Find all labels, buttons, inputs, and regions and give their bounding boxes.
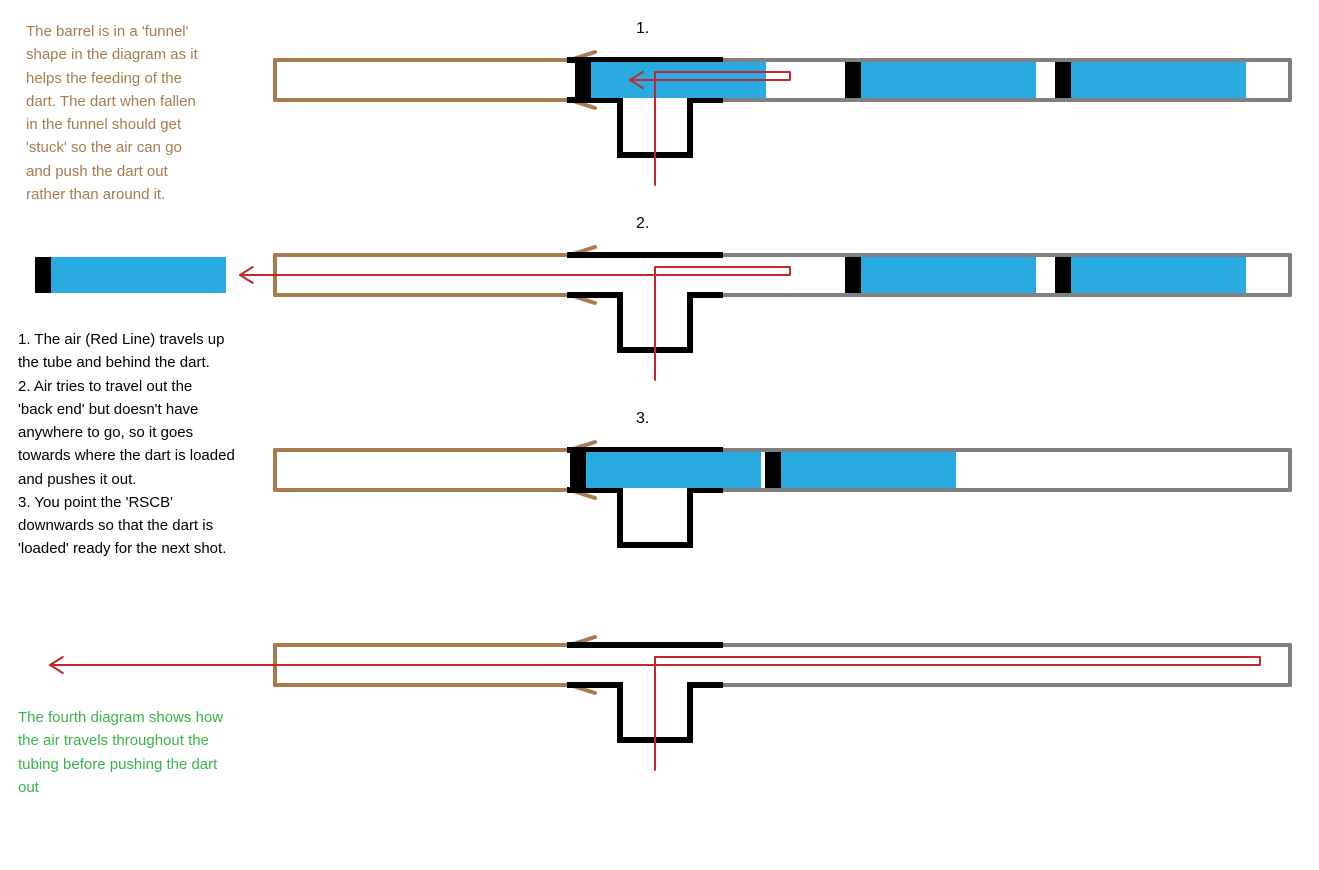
rscb-diagram (0, 0, 1319, 870)
